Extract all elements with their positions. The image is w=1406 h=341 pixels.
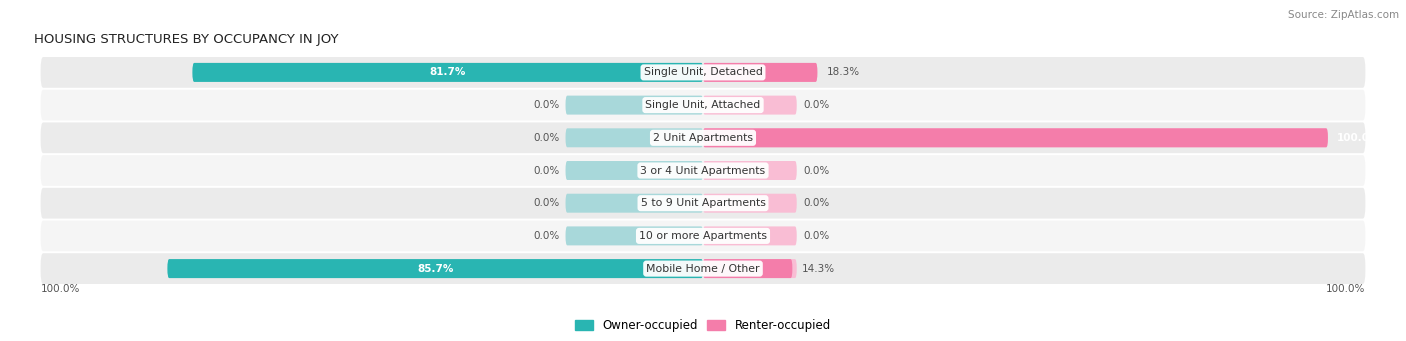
FancyBboxPatch shape	[703, 128, 1327, 147]
Text: Single Unit, Detached: Single Unit, Detached	[644, 68, 762, 77]
FancyBboxPatch shape	[41, 90, 1365, 120]
Legend: Owner-occupied, Renter-occupied: Owner-occupied, Renter-occupied	[571, 314, 835, 337]
FancyBboxPatch shape	[703, 259, 797, 278]
FancyBboxPatch shape	[565, 128, 703, 147]
FancyBboxPatch shape	[565, 161, 703, 180]
FancyBboxPatch shape	[703, 259, 793, 278]
FancyBboxPatch shape	[41, 253, 1365, 284]
Text: 0.0%: 0.0%	[533, 231, 560, 241]
FancyBboxPatch shape	[41, 57, 1365, 88]
FancyBboxPatch shape	[703, 63, 817, 82]
Text: Single Unit, Attached: Single Unit, Attached	[645, 100, 761, 110]
FancyBboxPatch shape	[703, 194, 797, 213]
Text: HOUSING STRUCTURES BY OCCUPANCY IN JOY: HOUSING STRUCTURES BY OCCUPANCY IN JOY	[34, 33, 339, 46]
FancyBboxPatch shape	[41, 122, 1365, 153]
FancyBboxPatch shape	[167, 259, 703, 278]
Text: 2 Unit Apartments: 2 Unit Apartments	[652, 133, 754, 143]
FancyBboxPatch shape	[565, 194, 703, 213]
Text: 5 to 9 Unit Apartments: 5 to 9 Unit Apartments	[641, 198, 765, 208]
FancyBboxPatch shape	[41, 188, 1365, 219]
Text: 0.0%: 0.0%	[803, 198, 830, 208]
FancyBboxPatch shape	[193, 63, 703, 82]
FancyBboxPatch shape	[703, 161, 797, 180]
Text: 0.0%: 0.0%	[803, 165, 830, 176]
FancyBboxPatch shape	[565, 95, 703, 115]
FancyBboxPatch shape	[167, 259, 703, 278]
Text: Source: ZipAtlas.com: Source: ZipAtlas.com	[1288, 10, 1399, 20]
Text: Mobile Home / Other: Mobile Home / Other	[647, 264, 759, 273]
FancyBboxPatch shape	[565, 226, 703, 246]
FancyBboxPatch shape	[703, 128, 1327, 147]
Text: 0.0%: 0.0%	[803, 100, 830, 110]
FancyBboxPatch shape	[41, 155, 1365, 186]
Text: 100.0%: 100.0%	[1337, 133, 1381, 143]
FancyBboxPatch shape	[703, 226, 797, 246]
Text: 14.3%: 14.3%	[801, 264, 835, 273]
FancyBboxPatch shape	[703, 95, 797, 115]
FancyBboxPatch shape	[193, 63, 703, 82]
Text: 18.3%: 18.3%	[827, 68, 860, 77]
Text: 10 or more Apartments: 10 or more Apartments	[638, 231, 768, 241]
Text: 0.0%: 0.0%	[803, 231, 830, 241]
FancyBboxPatch shape	[703, 63, 817, 82]
Text: 100.0%: 100.0%	[1326, 284, 1365, 294]
Text: 100.0%: 100.0%	[41, 284, 80, 294]
Text: 81.7%: 81.7%	[430, 68, 465, 77]
Text: 0.0%: 0.0%	[533, 100, 560, 110]
Text: 0.0%: 0.0%	[533, 198, 560, 208]
Text: 85.7%: 85.7%	[418, 264, 453, 273]
Text: 0.0%: 0.0%	[533, 165, 560, 176]
Text: 0.0%: 0.0%	[533, 133, 560, 143]
FancyBboxPatch shape	[41, 221, 1365, 251]
Text: 3 or 4 Unit Apartments: 3 or 4 Unit Apartments	[641, 165, 765, 176]
